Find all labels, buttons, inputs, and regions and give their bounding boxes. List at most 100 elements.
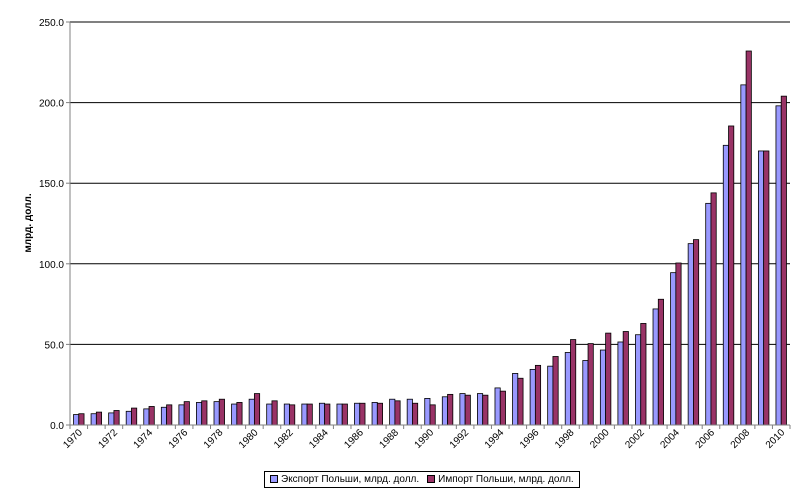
import-bar-1979 bbox=[236, 402, 243, 426]
export-bar-1995 bbox=[512, 373, 519, 426]
import-bar-1984 bbox=[324, 403, 331, 426]
import-bar-2003 bbox=[657, 298, 664, 426]
export-bar-2003 bbox=[652, 308, 659, 426]
export-bar-2009 bbox=[757, 150, 765, 426]
x-tick-label: 1990 bbox=[413, 427, 437, 451]
import-bar-1980 bbox=[253, 393, 261, 426]
x-tick-label: 1976 bbox=[167, 427, 191, 451]
import-bar-2001 bbox=[622, 331, 629, 426]
import-bar-2007 bbox=[728, 125, 735, 426]
import-bar-1995 bbox=[517, 377, 524, 426]
export-bar-1988 bbox=[389, 398, 396, 426]
export-bar-2002 bbox=[635, 334, 642, 426]
export-bar-1977 bbox=[196, 402, 203, 426]
y-tick-label: 150.0 bbox=[39, 179, 64, 190]
x-tick-label: 2008 bbox=[729, 427, 753, 451]
import-bar-1996 bbox=[534, 364, 542, 426]
export-bar-2010 bbox=[775, 105, 782, 426]
legend: Экспорт Польши, млрд. долл. Импорт Польш… bbox=[264, 471, 580, 488]
export-bar-1974 bbox=[143, 408, 150, 426]
import-bar-1982 bbox=[289, 404, 296, 426]
export-bar-1975 bbox=[160, 406, 167, 426]
x-tick-label: 1998 bbox=[553, 427, 577, 451]
x-tick-label: 1982 bbox=[272, 427, 296, 451]
x-tick-label: 2006 bbox=[694, 427, 718, 451]
export-bar-1976 bbox=[178, 404, 185, 426]
x-tick-label: 1972 bbox=[97, 427, 121, 451]
import-bar-1989 bbox=[412, 402, 419, 426]
y-tick-label: 200.0 bbox=[39, 99, 64, 110]
export-bar-1999 bbox=[582, 360, 589, 426]
import-bar-1973 bbox=[131, 407, 138, 426]
x-tick-label: 1996 bbox=[518, 427, 542, 451]
export-bar-1973 bbox=[125, 410, 132, 426]
legend-swatch-import bbox=[427, 475, 436, 484]
export-bar-1991 bbox=[441, 396, 448, 426]
export-bar-1971 bbox=[90, 413, 97, 426]
x-tick-label: 2000 bbox=[588, 427, 612, 451]
export-bar-1985 bbox=[336, 403, 343, 426]
import-bar-1974 bbox=[148, 406, 155, 426]
import-bar-2010 bbox=[780, 95, 787, 426]
export-bar-1979 bbox=[231, 403, 238, 426]
y-tick-label: 0.0 bbox=[50, 421, 64, 432]
y-tick-label: 50.0 bbox=[45, 340, 65, 351]
export-bar-1982 bbox=[283, 403, 290, 426]
y-tick-label: 250.0 bbox=[39, 18, 64, 29]
legend-label-import: Импорт Польши, млрд. долл. bbox=[438, 474, 574, 485]
export-bar-1989 bbox=[406, 398, 413, 426]
x-tick-label: 2002 bbox=[623, 427, 647, 451]
x-tick-label: 1980 bbox=[237, 427, 261, 451]
import-bar-2008 bbox=[745, 50, 752, 426]
import-bar-2005 bbox=[693, 239, 700, 426]
export-bar-1986 bbox=[354, 402, 361, 426]
x-tick-label: 1974 bbox=[132, 427, 156, 451]
import-bar-1998 bbox=[570, 339, 577, 426]
import-bar-2004 bbox=[675, 262, 682, 426]
import-bar-1975 bbox=[166, 404, 173, 426]
y-tick-label: 100.0 bbox=[39, 260, 64, 271]
export-bar-1970 bbox=[73, 414, 80, 426]
import-bar-1997 bbox=[552, 356, 559, 426]
import-bar-1999 bbox=[587, 343, 594, 426]
export-bar-2007 bbox=[722, 144, 729, 426]
import-bar-1976 bbox=[183, 401, 190, 426]
import-bar-1991 bbox=[447, 393, 454, 426]
x-tick-label: 1992 bbox=[448, 427, 472, 451]
x-tick-label: 1984 bbox=[307, 427, 331, 451]
export-bar-1994 bbox=[494, 387, 501, 426]
import-bar-1990 bbox=[429, 404, 436, 426]
import-bar-1972 bbox=[113, 410, 120, 426]
legend-item-export: Экспорт Польши, млрд. долл. bbox=[270, 474, 419, 485]
legend-item-import: Импорт Польши, млрд. долл. bbox=[427, 474, 574, 485]
import-bar-1977 bbox=[201, 400, 208, 426]
export-bar-1983 bbox=[301, 403, 308, 426]
x-tick-label: 2010 bbox=[764, 427, 788, 451]
export-bar-2005 bbox=[687, 243, 694, 426]
export-bar-1996 bbox=[529, 368, 536, 426]
export-bar-1993 bbox=[477, 393, 484, 426]
x-tick-label: 1978 bbox=[202, 427, 226, 451]
export-bar-2004 bbox=[670, 272, 677, 426]
x-tick-label: 1994 bbox=[483, 427, 507, 451]
import-bar-1983 bbox=[306, 403, 313, 426]
x-tick-label: 1988 bbox=[377, 427, 401, 451]
export-bar-1990 bbox=[424, 398, 431, 426]
export-bar-1987 bbox=[371, 402, 378, 426]
import-bar-1987 bbox=[376, 402, 383, 426]
export-bar-2000 bbox=[599, 349, 607, 426]
import-bar-1993 bbox=[482, 394, 489, 426]
export-bar-1984 bbox=[318, 402, 326, 426]
export-bar-1981 bbox=[266, 403, 273, 426]
import-bar-2002 bbox=[640, 323, 647, 426]
x-tick-label: 2004 bbox=[658, 427, 682, 451]
import-bar-2000 bbox=[605, 332, 612, 426]
export-bar-1997 bbox=[547, 365, 554, 426]
import-bar-2009 bbox=[763, 150, 770, 426]
import-bar-1981 bbox=[271, 400, 278, 426]
legend-label-export: Экспорт Польши, млрд. долл. bbox=[281, 474, 420, 485]
import-bar-1992 bbox=[464, 394, 471, 426]
import-bar-1971 bbox=[95, 411, 103, 426]
y-axis-label: млрд. долл. bbox=[23, 193, 34, 252]
